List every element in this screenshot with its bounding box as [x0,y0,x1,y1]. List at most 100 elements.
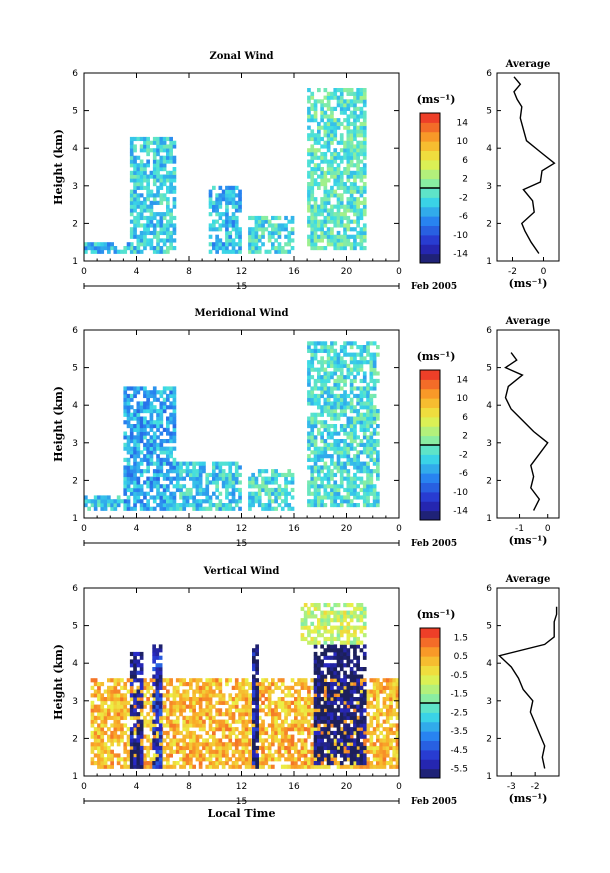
heatmap-cell [310,697,315,702]
heatmap-cell [198,723,203,728]
heatmap-cell [392,764,397,769]
heatmap-cell [252,742,256,747]
heatmap-cell [146,697,150,702]
heatmap-cell [100,499,105,504]
heatmap-cell [336,95,341,100]
heatmap-cell [129,715,134,720]
heatmap-cell [113,697,118,702]
heatmap-cell [152,764,156,769]
heatmap-cell [129,412,134,417]
heatmap-cell [185,495,190,500]
heatmap-cell [231,730,236,736]
heatmap-cell [346,129,351,134]
heatmap-cell [346,197,351,202]
heatmap-cell [330,484,334,489]
heatmap-cell [320,719,324,724]
heatmap-cell [323,133,328,138]
heatmap-cell [333,461,338,466]
heatmap-cell [284,491,288,496]
heatmap-cell [192,742,196,747]
heatmap-cell [205,712,210,717]
heatmap-cell [218,757,223,762]
heatmap-cell [326,648,331,653]
heatmap-cell [317,719,321,724]
average-y-tick-label: 3 [486,439,492,449]
heatmap-cell [362,727,367,732]
heatmap-cell [330,454,334,459]
heatmap-cell [162,484,167,489]
heatmap-cell [267,503,272,508]
heatmap-cell [166,495,170,500]
y-tick-label: 1 [72,514,78,524]
heatmap-cell [349,405,354,410]
heatmap-cell [385,715,390,720]
heatmap-cell [310,212,315,217]
heatmap-cell [252,678,256,683]
heatmap-cell [120,704,124,709]
heatmap-cell [158,764,163,769]
heatmap-cell [333,167,338,172]
heatmap-cell [198,734,203,739]
heatmap-cell [261,689,265,694]
heatmap-cell [166,212,170,217]
heatmap-cell [379,723,383,728]
heatmap-cell [156,223,160,228]
heatmap-cell [155,697,160,702]
heatmap-cell [287,234,292,239]
heatmap-cell [146,712,150,717]
heatmap-cell [353,689,357,694]
heatmap-cell [264,487,269,493]
heatmap-cell [392,697,397,702]
heatmap-cell [195,734,200,739]
heatmap-cell [284,503,288,508]
heatmap-cell [343,476,347,481]
heatmap-cell [271,689,275,694]
heatmap-cell [113,723,118,728]
heatmap-cell [323,215,328,221]
x-tick-label: 4 [134,267,140,277]
heatmap-cell [215,742,219,747]
heatmap-cell [287,745,292,751]
heatmap-cell [198,689,203,694]
heatmap-cell [215,242,219,247]
heatmap-cell [290,719,295,724]
heatmap-cell [129,230,134,236]
heatmap-cell [349,734,354,739]
heatmap-cell [162,764,167,769]
heatmap-cell [166,155,170,160]
heatmap-cell [297,682,301,687]
heatmap-cell [136,678,141,683]
heatmap-cell [172,719,177,724]
heatmap-cell [349,397,354,402]
heatmap-cell [234,682,239,687]
heatmap-cell [294,757,298,762]
heatmap-cell [326,670,331,675]
heatmap-cell [90,761,95,766]
heatmap-cell [307,734,311,739]
heatmap-cell [158,667,163,672]
heatmap-cell [251,484,255,489]
heatmap-cell [343,363,347,368]
heatmap-cell [271,730,275,736]
heatmap-cell [129,397,134,402]
heatmap-cell [241,719,246,724]
heatmap-cell [385,693,390,698]
heatmap-cell [155,715,160,720]
heatmap-cell [195,472,200,478]
heatmap-cell [310,167,315,172]
heatmap-cell [385,738,390,743]
heatmap-cell [139,405,144,410]
heatmap-cell [339,476,344,481]
heatmap-cell [143,200,147,205]
heatmap-cell [313,386,318,391]
heatmap-cell [339,99,344,104]
heatmap-cell [353,148,357,153]
heatmap-cell [133,234,137,239]
heatmap-cell [172,697,177,702]
heatmap-cell [202,682,206,687]
heatmap-cell [231,506,236,511]
heatmap-cell [110,764,114,769]
heatmap-cell [252,712,256,717]
heatmap-cell [195,682,200,687]
heatmap-cell [326,472,331,478]
